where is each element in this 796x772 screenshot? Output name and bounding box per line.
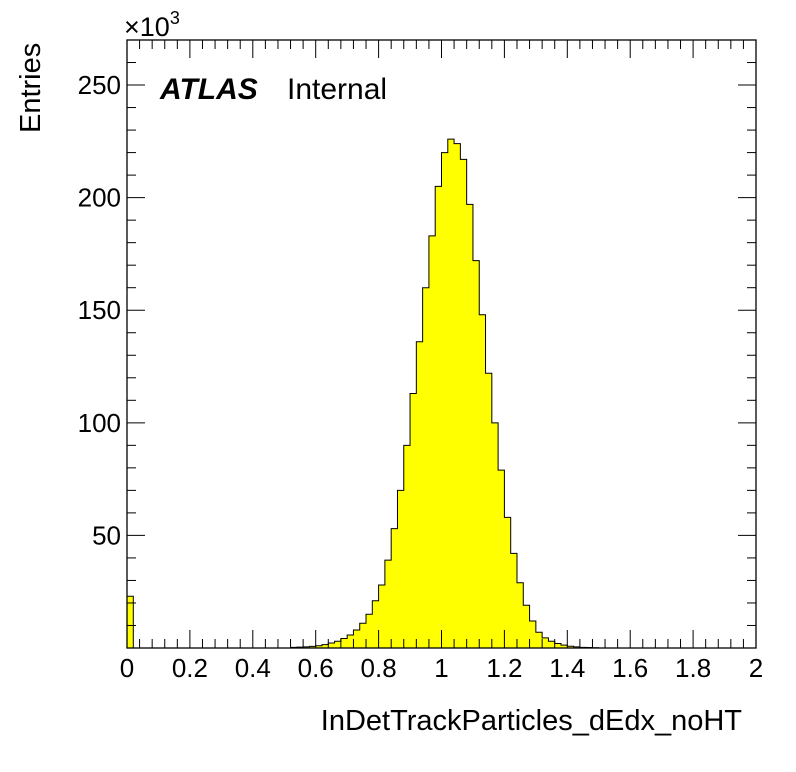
histogram-bin [567, 646, 574, 648]
x-tick-labels: 0 0.2 0.4 0.6 0.8 1 1.2 1.4 1.6 1.8 2 [120, 653, 763, 683]
histogram-bin [498, 470, 505, 648]
histogram-bin [460, 159, 468, 648]
y-tick-label: 150 [78, 295, 121, 325]
y-tick-labels: 50 100 150 200 250 [78, 70, 121, 550]
histogram-bin [410, 393, 417, 648]
histogram-bin [554, 643, 562, 648]
histogram-bin [523, 605, 530, 648]
x-tick-label: 0.8 [361, 653, 397, 683]
histogram-bin [542, 637, 549, 648]
histogram-bin [353, 629, 361, 648]
y-tick-label: 200 [78, 183, 121, 213]
histogram-bin [548, 641, 556, 648]
histogram-bin [485, 373, 493, 648]
y-axis-title: Entries [15, 43, 47, 133]
histogram-bin [466, 204, 474, 648]
x-tick-label: 0.2 [172, 653, 208, 683]
histogram-bin [561, 645, 568, 648]
x-tick-label: 1 [434, 653, 448, 683]
histogram-bin [391, 528, 398, 648]
histogram-bin [347, 634, 354, 648]
histogram-bin [309, 646, 317, 648]
histogram-bin [403, 445, 411, 648]
histogram-bin [378, 584, 386, 648]
histogram-bin [334, 641, 342, 648]
x-tick-label: 0 [120, 653, 134, 683]
histogram-bin [372, 600, 379, 648]
histogram-bin [422, 287, 430, 648]
histogram-bin [366, 614, 373, 648]
histogram-bin [359, 623, 367, 648]
histogram-bin [340, 638, 348, 648]
histogram-bin [384, 560, 392, 648]
histogram-bin [441, 152, 449, 648]
y-multiplier-exponent: 3 [170, 8, 180, 28]
histogram-bin [491, 422, 499, 648]
histogram-bin [529, 620, 537, 648]
x-tick-label: 1.8 [675, 653, 711, 683]
y-tick-label: 250 [78, 70, 121, 100]
histogram-bin [315, 645, 323, 648]
x-tick-label: 1.2 [486, 653, 522, 683]
histogram-bin [328, 643, 335, 648]
histogram-bin [472, 260, 480, 648]
histogram-bin [510, 553, 518, 648]
y-multiplier-label: ×103 [124, 8, 180, 42]
histogram-bin [479, 314, 486, 648]
histogram-bin [447, 139, 455, 648]
histogram-bin [127, 596, 134, 648]
histogram-bin [416, 341, 424, 648]
x-tick-label: 1.6 [612, 653, 648, 683]
atlas-label: ATLAS [159, 73, 258, 106]
x-tick-label: 0.4 [235, 653, 271, 683]
histogram-bin [454, 143, 461, 648]
histogram-bin [397, 490, 405, 648]
histogram-bars [127, 139, 600, 649]
internal-label: Internal [287, 73, 387, 106]
x-tick-label: 2 [749, 653, 763, 683]
x-axis-title: InDetTrackParticles_dEdx_noHT [321, 705, 742, 737]
histogram-bin [516, 582, 524, 648]
y-tick-label: 100 [78, 408, 121, 438]
x-tick-label: 0.6 [298, 653, 334, 683]
y-tick-label: 50 [92, 520, 121, 550]
x-tick-label: 1.4 [549, 653, 585, 683]
histogram-bin [504, 517, 512, 648]
histogram-bin [428, 235, 436, 648]
histogram-bin [435, 186, 442, 649]
histogram-bin [535, 632, 543, 648]
histogram-bin [321, 644, 329, 648]
plot-frame [126, 39, 757, 649]
